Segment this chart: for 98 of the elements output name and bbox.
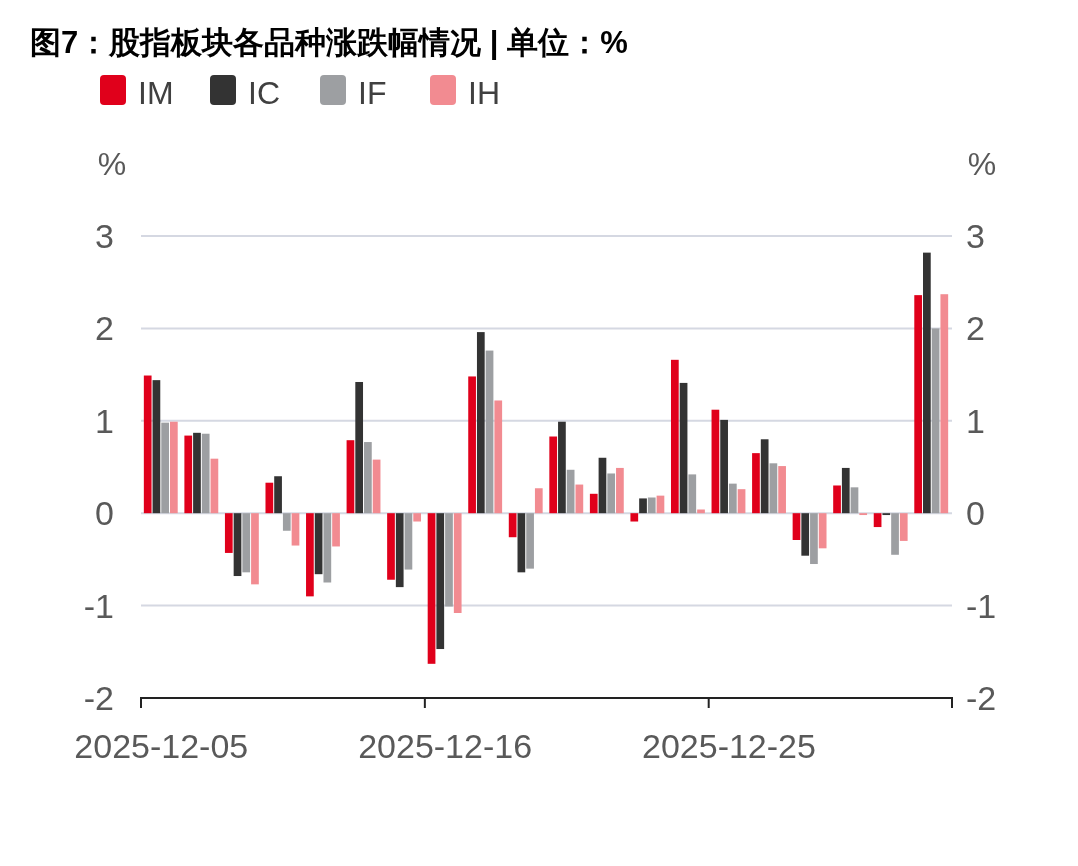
bar bbox=[251, 513, 259, 585]
bar bbox=[607, 473, 616, 514]
bar bbox=[630, 513, 639, 522]
bar bbox=[728, 483, 737, 514]
bar bbox=[752, 453, 760, 514]
bar bbox=[427, 513, 436, 664]
bar bbox=[534, 488, 543, 514]
bar bbox=[616, 467, 624, 514]
bar bbox=[818, 513, 827, 549]
bar bbox=[161, 422, 169, 514]
bar bbox=[833, 485, 841, 514]
bar bbox=[184, 435, 193, 514]
bar bbox=[306, 513, 314, 597]
legend-label: IH bbox=[468, 75, 500, 111]
bar bbox=[873, 513, 882, 528]
bar bbox=[476, 332, 485, 514]
bar bbox=[468, 376, 476, 514]
bar bbox=[639, 498, 647, 514]
legend-label: IC bbox=[248, 75, 280, 111]
bar bbox=[143, 375, 152, 514]
bar bbox=[193, 432, 201, 514]
bar bbox=[923, 252, 931, 514]
y2-tick-label: 3 bbox=[966, 217, 985, 255]
bar bbox=[679, 382, 688, 514]
y-tick-label: -1 bbox=[83, 586, 114, 625]
bar bbox=[274, 476, 282, 514]
bar bbox=[201, 433, 210, 514]
bar bbox=[332, 513, 340, 547]
bar bbox=[688, 474, 697, 514]
y-tick-label: 1 bbox=[95, 401, 114, 440]
bar bbox=[792, 513, 801, 540]
bar bbox=[899, 513, 908, 541]
bar bbox=[436, 513, 445, 650]
bar bbox=[387, 513, 395, 580]
chart-title: 图7：股指板块各品种涨跌幅情况 | 单位：% bbox=[30, 25, 628, 60]
bar bbox=[670, 359, 679, 514]
bar bbox=[265, 482, 274, 514]
y-tick-label: 3 bbox=[95, 217, 114, 255]
bar bbox=[445, 513, 453, 607]
bar bbox=[494, 400, 503, 514]
bar bbox=[508, 513, 517, 538]
y2-axis-title: % bbox=[967, 146, 997, 182]
bar bbox=[282, 513, 291, 531]
bar bbox=[589, 493, 598, 514]
y-tick-label: 0 bbox=[95, 494, 114, 533]
bar bbox=[841, 467, 850, 514]
bar bbox=[711, 409, 720, 514]
y2-tick-label: 1 bbox=[966, 401, 985, 440]
bar bbox=[233, 513, 242, 577]
bar bbox=[152, 380, 161, 514]
y-tick-label: 2 bbox=[95, 309, 114, 348]
bar bbox=[598, 457, 607, 514]
bar bbox=[647, 497, 656, 514]
bar bbox=[517, 513, 526, 573]
bar bbox=[323, 513, 332, 583]
bar bbox=[720, 419, 728, 514]
bar bbox=[404, 513, 413, 570]
bar bbox=[914, 295, 923, 514]
bar bbox=[291, 513, 300, 546]
bar bbox=[242, 513, 251, 573]
x-tick-label: 2025-12-05 bbox=[74, 727, 249, 765]
x-tick-label: 2025-12-25 bbox=[642, 727, 816, 765]
bar bbox=[737, 489, 746, 514]
bar bbox=[169, 421, 178, 514]
bar bbox=[526, 513, 534, 569]
bar bbox=[355, 381, 364, 514]
bar bbox=[210, 458, 219, 514]
bar bbox=[940, 294, 949, 514]
bar bbox=[372, 459, 381, 514]
bar bbox=[364, 442, 372, 514]
bar bbox=[346, 440, 355, 514]
bar bbox=[566, 469, 575, 514]
bar bbox=[314, 513, 323, 575]
bar bbox=[558, 421, 566, 514]
bar bbox=[769, 463, 778, 514]
bar bbox=[801, 513, 810, 556]
bar bbox=[810, 513, 818, 565]
y-tick-label: -2 bbox=[83, 679, 114, 717]
bar bbox=[931, 328, 940, 514]
y-axis-title: % bbox=[97, 146, 127, 182]
bar bbox=[850, 487, 859, 514]
y2-tick-label: -2 bbox=[966, 679, 997, 717]
y2-tick-label: -1 bbox=[966, 586, 997, 625]
y2-tick-label: 0 bbox=[966, 494, 985, 533]
bar bbox=[413, 513, 422, 522]
bar bbox=[395, 513, 404, 588]
legend-label: IF bbox=[358, 75, 387, 111]
bar bbox=[453, 513, 462, 613]
legend-label: IM bbox=[138, 75, 174, 111]
bar bbox=[760, 439, 769, 514]
bar bbox=[891, 513, 899, 555]
bar bbox=[549, 436, 558, 514]
bar bbox=[485, 350, 494, 514]
bar bbox=[224, 513, 233, 553]
bar bbox=[778, 466, 786, 514]
x-tick-label: 2025-12-16 bbox=[358, 727, 533, 765]
y2-tick-label: 2 bbox=[966, 309, 985, 348]
bar bbox=[575, 484, 584, 514]
